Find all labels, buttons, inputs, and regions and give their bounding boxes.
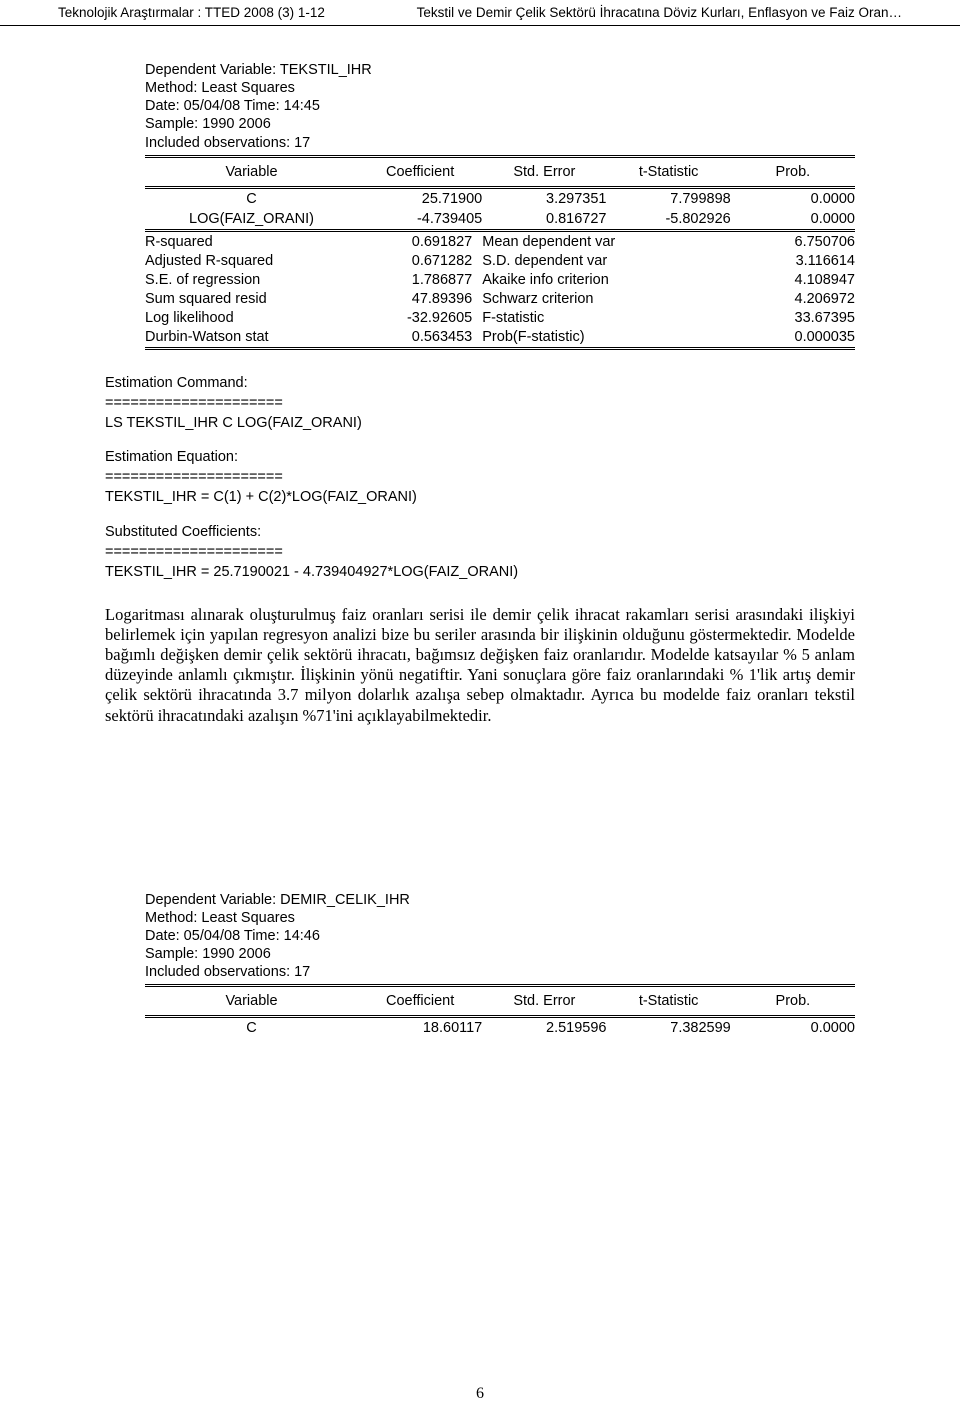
- stat-value: 33.67395: [731, 309, 855, 328]
- header-left: Teknolojik Araştırmalar : TTED 2008 (3) …: [58, 5, 325, 20]
- cell-se: 0.816727: [482, 209, 606, 231]
- stat-label: F-statistic: [482, 309, 731, 328]
- table-row: R-squared 0.691827 Mean dependent var 6.…: [145, 232, 855, 251]
- reg2-date: Date: 05/04/08 Time: 14:46: [145, 927, 855, 945]
- reg1-sample: Sample: 1990 2006: [145, 115, 855, 133]
- table-row: C 25.71900 3.297351 7.799898 0.0000: [145, 187, 855, 209]
- cell-p: 0.0000: [731, 187, 855, 209]
- stat-value: 47.89396: [358, 289, 482, 308]
- stat-label: Durbin-Watson stat: [145, 328, 358, 349]
- col-coefficient: Coefficient: [358, 156, 482, 187]
- reg1-header: Dependent Variable: TEKSTIL_IHR Method: …: [145, 61, 855, 152]
- table-header-row: Variable Coefficient Std. Error t-Statis…: [145, 156, 855, 187]
- reg2-included: Included observations: 17: [145, 963, 855, 981]
- cell-t: 7.382599: [607, 1017, 731, 1039]
- stat-value: 1.786877: [358, 270, 482, 289]
- est-sub: TEKSTIL_IHR = 25.7190021 - 4.739404927*L…: [105, 563, 855, 581]
- cell-se: 3.297351: [482, 187, 606, 209]
- stat-label: S.D. dependent var: [482, 251, 731, 270]
- table-row: Adjusted R-squared 0.671282 S.D. depende…: [145, 251, 855, 270]
- reg1-stats-table: R-squared 0.691827 Mean dependent var 6.…: [145, 232, 855, 350]
- reg2-method: Method: Least Squares: [145, 909, 855, 927]
- stat-value: 3.116614: [731, 251, 855, 270]
- reg2-sample: Sample: 1990 2006: [145, 945, 855, 963]
- est-eq-label: Estimation Equation:: [105, 448, 855, 466]
- stat-value: 0.671282: [358, 251, 482, 270]
- stat-value: 4.206972: [731, 289, 855, 308]
- col-tstat: t-Statistic: [607, 986, 731, 1017]
- stat-value: 0.563453: [358, 328, 482, 349]
- col-variable: Variable: [145, 156, 358, 187]
- cell-t: 7.799898: [607, 187, 731, 209]
- separator: =====================: [105, 543, 855, 561]
- cell-se: 2.519596: [482, 1017, 606, 1039]
- regression-output-2: Dependent Variable: DEMIR_CELIK_IHR Meth…: [145, 891, 855, 1039]
- est-cmd: LS TEKSTIL_IHR C LOG(FAIZ_ORANI): [105, 414, 855, 432]
- col-prob: Prob.: [731, 986, 855, 1017]
- reg2-depvar: Dependent Variable: DEMIR_CELIK_IHR: [145, 891, 855, 909]
- stat-label: S.E. of regression: [145, 270, 358, 289]
- stat-label: Schwarz criterion: [482, 289, 731, 308]
- cell-coef: 18.60117: [358, 1017, 482, 1039]
- stat-value: -32.92605: [358, 309, 482, 328]
- table-row: Durbin-Watson stat 0.563453 Prob(F-stati…: [145, 328, 855, 349]
- estimation-section: Estimation Command: ====================…: [105, 374, 855, 581]
- col-stderr: Std. Error: [482, 156, 606, 187]
- stat-label: Prob(F-statistic): [482, 328, 731, 349]
- est-eq: TEKSTIL_IHR = C(1) + C(2)*LOG(FAIZ_ORANI…: [105, 488, 855, 506]
- cell-coef: -4.739405: [358, 209, 482, 231]
- separator: =====================: [105, 468, 855, 486]
- page-number: 6: [0, 1385, 960, 1403]
- reg1-included: Included observations: 17: [145, 134, 855, 152]
- col-prob: Prob.: [731, 156, 855, 187]
- cell-coef: 25.71900: [358, 187, 482, 209]
- separator: =====================: [105, 394, 855, 412]
- stat-label: Adjusted R-squared: [145, 251, 358, 270]
- cell-var: C: [145, 1017, 358, 1039]
- body-paragraph: Logaritması alınarak oluşturulmuş faiz o…: [105, 605, 855, 726]
- reg1-date: Date: 05/04/08 Time: 14:45: [145, 97, 855, 115]
- stat-label: Sum squared resid: [145, 289, 358, 308]
- cell-var: C: [145, 187, 358, 209]
- table-row: S.E. of regression 1.786877 Akaike info …: [145, 270, 855, 289]
- cell-p: 0.0000: [731, 1017, 855, 1039]
- regression-output-1: Dependent Variable: TEKSTIL_IHR Method: …: [145, 61, 855, 350]
- cell-t: -5.802926: [607, 209, 731, 231]
- table-row: Sum squared resid 47.89396 Schwarz crite…: [145, 289, 855, 308]
- col-stderr: Std. Error: [482, 986, 606, 1017]
- cell-var: LOG(FAIZ_ORANI): [145, 209, 358, 231]
- est-cmd-label: Estimation Command:: [105, 374, 855, 392]
- table-row: LOG(FAIZ_ORANI) -4.739405 0.816727 -5.80…: [145, 209, 855, 231]
- header-right: Tekstil ve Demir Çelik Sektörü İhracatın…: [417, 5, 902, 20]
- content: Dependent Variable: TEKSTIL_IHR Method: …: [0, 26, 960, 1039]
- stat-label: Log likelihood: [145, 309, 358, 328]
- col-coefficient: Coefficient: [358, 986, 482, 1017]
- table-header-row: Variable Coefficient Std. Error t-Statis…: [145, 986, 855, 1017]
- reg2-coef-table: Variable Coefficient Std. Error t-Statis…: [145, 984, 855, 1038]
- stat-value: 0.691827: [358, 232, 482, 251]
- stat-value: 4.108947: [731, 270, 855, 289]
- stat-value: 0.000035: [731, 328, 855, 349]
- table-row: Log likelihood -32.92605 F-statistic 33.…: [145, 309, 855, 328]
- col-variable: Variable: [145, 986, 358, 1017]
- table-row: C 18.60117 2.519596 7.382599 0.0000: [145, 1017, 855, 1039]
- reg2-header: Dependent Variable: DEMIR_CELIK_IHR Meth…: [145, 891, 855, 982]
- stat-label: Mean dependent var: [482, 232, 731, 251]
- reg1-depvar: Dependent Variable: TEKSTIL_IHR: [145, 61, 855, 79]
- stat-label: Akaike info criterion: [482, 270, 731, 289]
- col-tstat: t-Statistic: [607, 156, 731, 187]
- reg1-coef-table: Variable Coefficient Std. Error t-Statis…: [145, 155, 855, 232]
- reg1-method: Method: Least Squares: [145, 79, 855, 97]
- page-header: Teknolojik Araştırmalar : TTED 2008 (3) …: [0, 0, 960, 26]
- stat-value: 6.750706: [731, 232, 855, 251]
- stat-label: R-squared: [145, 232, 358, 251]
- cell-p: 0.0000: [731, 209, 855, 231]
- est-sub-label: Substituted Coefficients:: [105, 523, 855, 541]
